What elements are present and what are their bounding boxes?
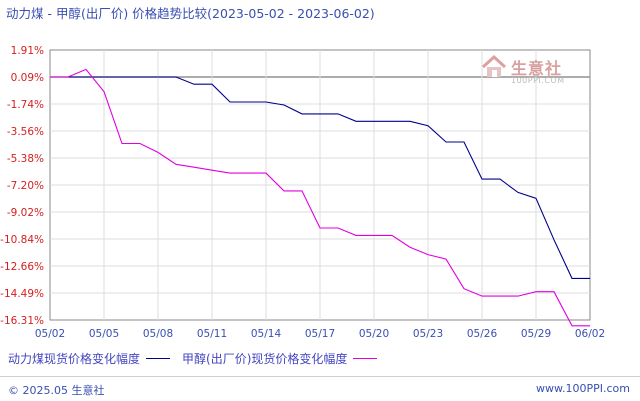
x-tick-label: 05/08: [143, 328, 173, 340]
footer-site-link[interactable]: www.100PPI.com: [536, 382, 630, 395]
x-tick-label: 05/17: [305, 328, 335, 340]
y-tick-label: -12.66%: [0, 261, 44, 273]
x-tick-label: 05/02: [35, 328, 65, 340]
x-tick-label: 05/26: [467, 328, 498, 340]
legend-series-2-label: 甲醇(出厂价)现货价格变化幅度: [182, 352, 348, 366]
y-tick-label: -3.56%: [7, 126, 44, 138]
house-logo-icon: [481, 54, 507, 77]
x-tick-label: 06/02: [575, 328, 605, 340]
footer-copyright: © 2025.05 生意社: [8, 384, 105, 397]
x-tick-label: 05/14: [251, 328, 282, 340]
y-tick-label: -1.74%: [7, 99, 44, 111]
x-tick-label: 05/05: [89, 328, 119, 340]
x-tick-label: 05/23: [413, 328, 443, 340]
series-line-2: [50, 68, 590, 327]
legend-series-1-label: 动力煤现货价格变化幅度: [8, 352, 141, 366]
watermark: 生意社 100PPI.COM: [481, 54, 581, 88]
footer: © 2025.05 生意社 www.100PPI.com: [0, 376, 640, 401]
legend-series-2-swatch: [353, 358, 378, 359]
y-tick-label: 0.09%: [11, 72, 44, 84]
legend: 动力煤现货价格变化幅度 甲醇(出厂价)现货价格变化幅度: [8, 350, 389, 367]
x-tick-label: 05/20: [359, 328, 389, 340]
legend-series-1-swatch: [146, 358, 171, 359]
y-tick-label: -10.84%: [0, 234, 44, 246]
y-tick-label: -16.31%: [0, 315, 44, 327]
y-tick-label: 1.91%: [11, 45, 44, 57]
y-tick-label: -5.38%: [7, 153, 44, 165]
series-line-1: [50, 76, 590, 279]
y-tick-label: -14.49%: [0, 288, 44, 300]
x-tick-label: 05/11: [197, 328, 227, 340]
chart-title: 动力煤 - 甲醇(出厂价) 价格趋势比较(2023-05-02 - 2023-0…: [6, 6, 375, 21]
y-tick-label: -9.02%: [7, 207, 44, 219]
y-tick-label: -7.20%: [7, 180, 44, 192]
x-tick-label: 05/29: [521, 328, 551, 340]
watermark-sub: 100PPI.COM: [511, 76, 565, 85]
watermark-brand: 生意社: [511, 59, 563, 78]
